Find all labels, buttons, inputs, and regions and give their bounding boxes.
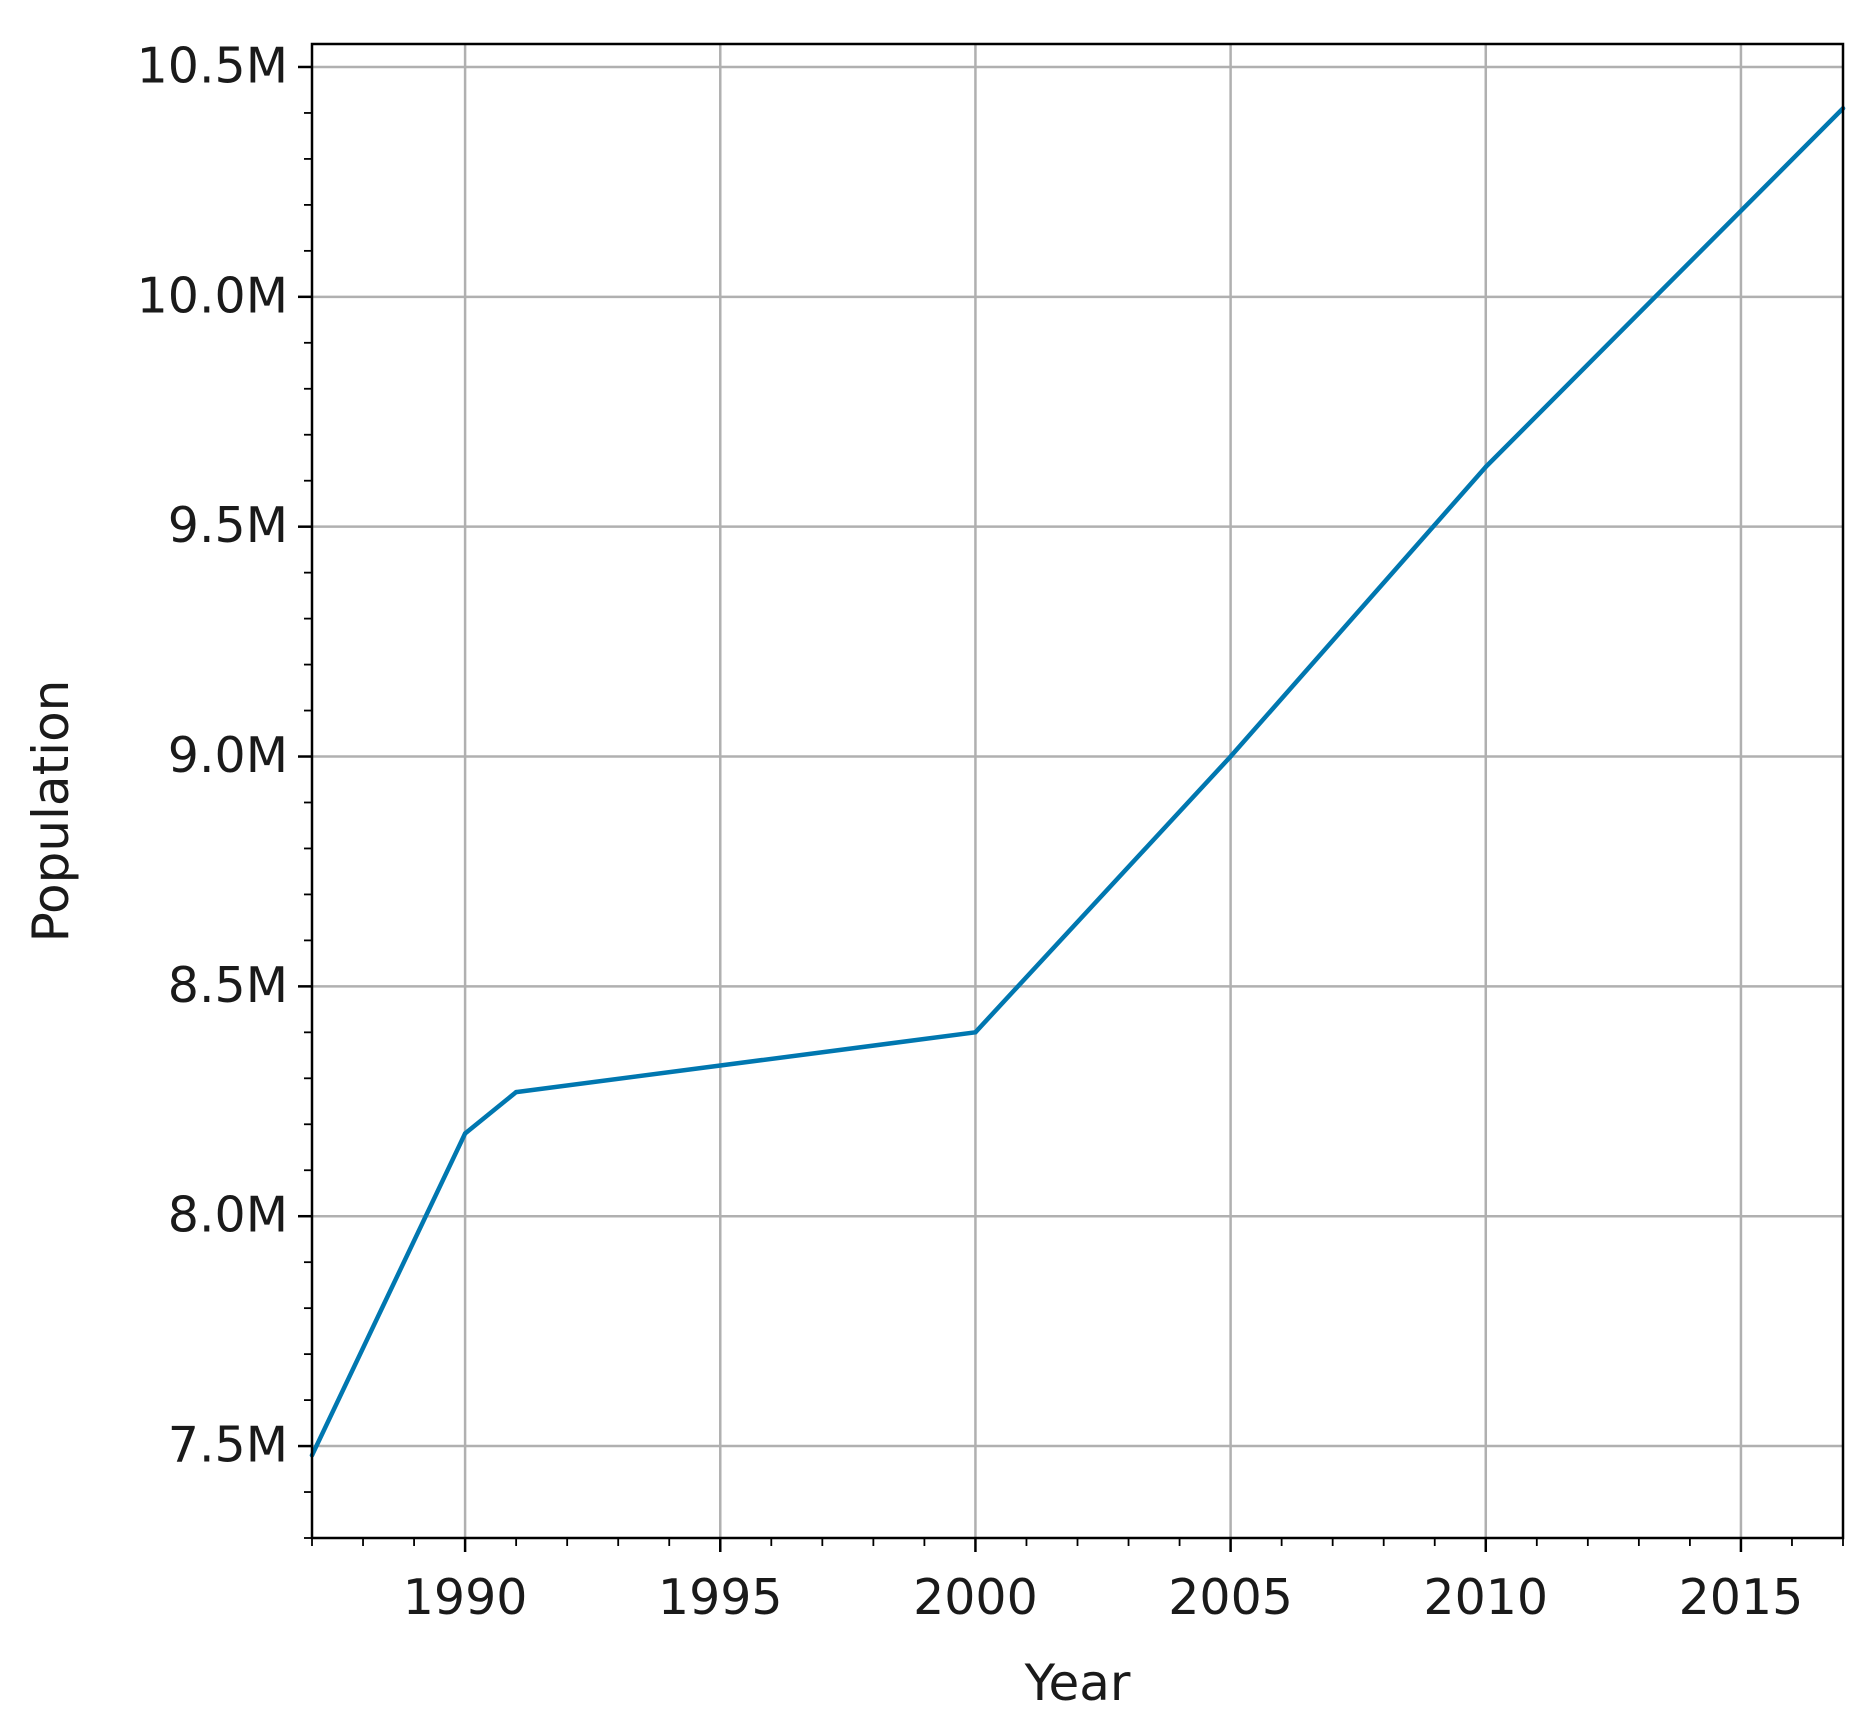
data-point	[1228, 754, 1233, 759]
y-tick-label: 7.5M	[168, 1417, 288, 1474]
y-tick-label: 9.0M	[168, 727, 288, 784]
y-axis-label: Population	[22, 680, 80, 943]
y-tick-label: 8.5M	[168, 957, 288, 1014]
x-tick-label: 2010	[1423, 1569, 1548, 1626]
y-tick-label: 8.0M	[168, 1187, 288, 1244]
x-tick-labels: 1990 1995 2000 2005 2010 2015	[403, 1569, 1804, 1626]
y-tick-label: 10.5M	[137, 37, 288, 94]
x-tick-label: 2015	[1679, 1569, 1804, 1626]
grid-layer	[312, 44, 1843, 1538]
data-point	[1483, 464, 1488, 470]
data-point	[513, 1089, 519, 1095]
x-tick-label: 1990	[403, 1569, 528, 1626]
series-line	[309, 106, 1846, 1458]
y-tick-labels: 7.5M 8.0M 8.5M 9.0M 9.5M 10.0M 10.5M	[137, 37, 288, 1473]
x-axis-label: Year	[1024, 1654, 1131, 1712]
data-point	[973, 1030, 978, 1035]
y-tick-label: 10.0M	[137, 267, 288, 324]
x-tick-label: 2005	[1168, 1569, 1293, 1626]
plot-frame	[310, 42, 1845, 1540]
data-point	[462, 1131, 468, 1136]
tick-layer	[298, 65, 1844, 1552]
x-tick-label: 2000	[913, 1569, 1038, 1626]
series-layer	[309, 106, 1846, 1458]
x-tick-label: 1995	[658, 1569, 783, 1626]
y-tick-label: 9.5M	[168, 497, 288, 554]
